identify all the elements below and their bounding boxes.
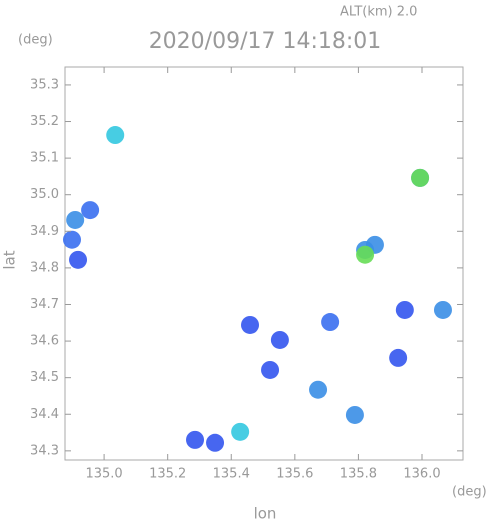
- chart-title: 2020/09/17 14:18:01: [149, 29, 382, 54]
- y-tick-label: 35.2: [30, 114, 59, 129]
- echo-cell: [69, 250, 88, 269]
- echo-cell: [81, 201, 100, 220]
- x-tick-label: 135.8: [340, 467, 377, 482]
- y-tick-label: 34.3: [30, 443, 59, 458]
- y-tick-label: 34.4: [30, 407, 59, 422]
- echo-cell: [241, 315, 260, 334]
- y-tick-label: 35.3: [30, 77, 59, 92]
- y-axis-label: lat: [1, 250, 19, 269]
- plot-frame: [64, 66, 464, 461]
- y-tick-label: 35.1: [30, 151, 59, 166]
- x-tick-label: 135.4: [213, 467, 250, 482]
- y-tick-label: 35.0: [30, 187, 59, 202]
- y-tick-label: 34.5: [30, 370, 59, 385]
- echo-cell: [231, 422, 250, 441]
- y-unit: (deg): [18, 33, 53, 48]
- echo-cell: [389, 348, 408, 367]
- echo-cell: [395, 300, 414, 319]
- x-axis-label: lon: [254, 505, 277, 521]
- echo-cell: [309, 380, 328, 399]
- y-tick-label: 34.6: [30, 334, 59, 349]
- y-tick-label: 34.8: [30, 260, 59, 275]
- echo-cell: [411, 168, 430, 187]
- x-tick-label: 135.2: [149, 467, 186, 482]
- chart-subtitle: ALT(km) 2.0: [340, 5, 417, 20]
- x-unit: (deg): [452, 485, 487, 500]
- x-tick-label: 135.0: [85, 467, 122, 482]
- echo-cell: [356, 245, 375, 264]
- echo-cell: [62, 230, 81, 249]
- echo-cell: [66, 210, 85, 229]
- y-tick-label: 34.9: [30, 224, 59, 239]
- echo-cell: [186, 430, 205, 449]
- echo-cell: [345, 405, 364, 424]
- x-tick-label: 136.0: [403, 467, 440, 482]
- echo-cell: [270, 330, 289, 349]
- echo-cell: [321, 313, 340, 332]
- echo-cell: [106, 126, 125, 145]
- echo-cell: [433, 300, 452, 319]
- echo-cell: [261, 360, 280, 379]
- x-tick-label: 135.6: [276, 467, 313, 482]
- y-tick-label: 34.7: [30, 297, 59, 312]
- echo-cell: [206, 433, 225, 452]
